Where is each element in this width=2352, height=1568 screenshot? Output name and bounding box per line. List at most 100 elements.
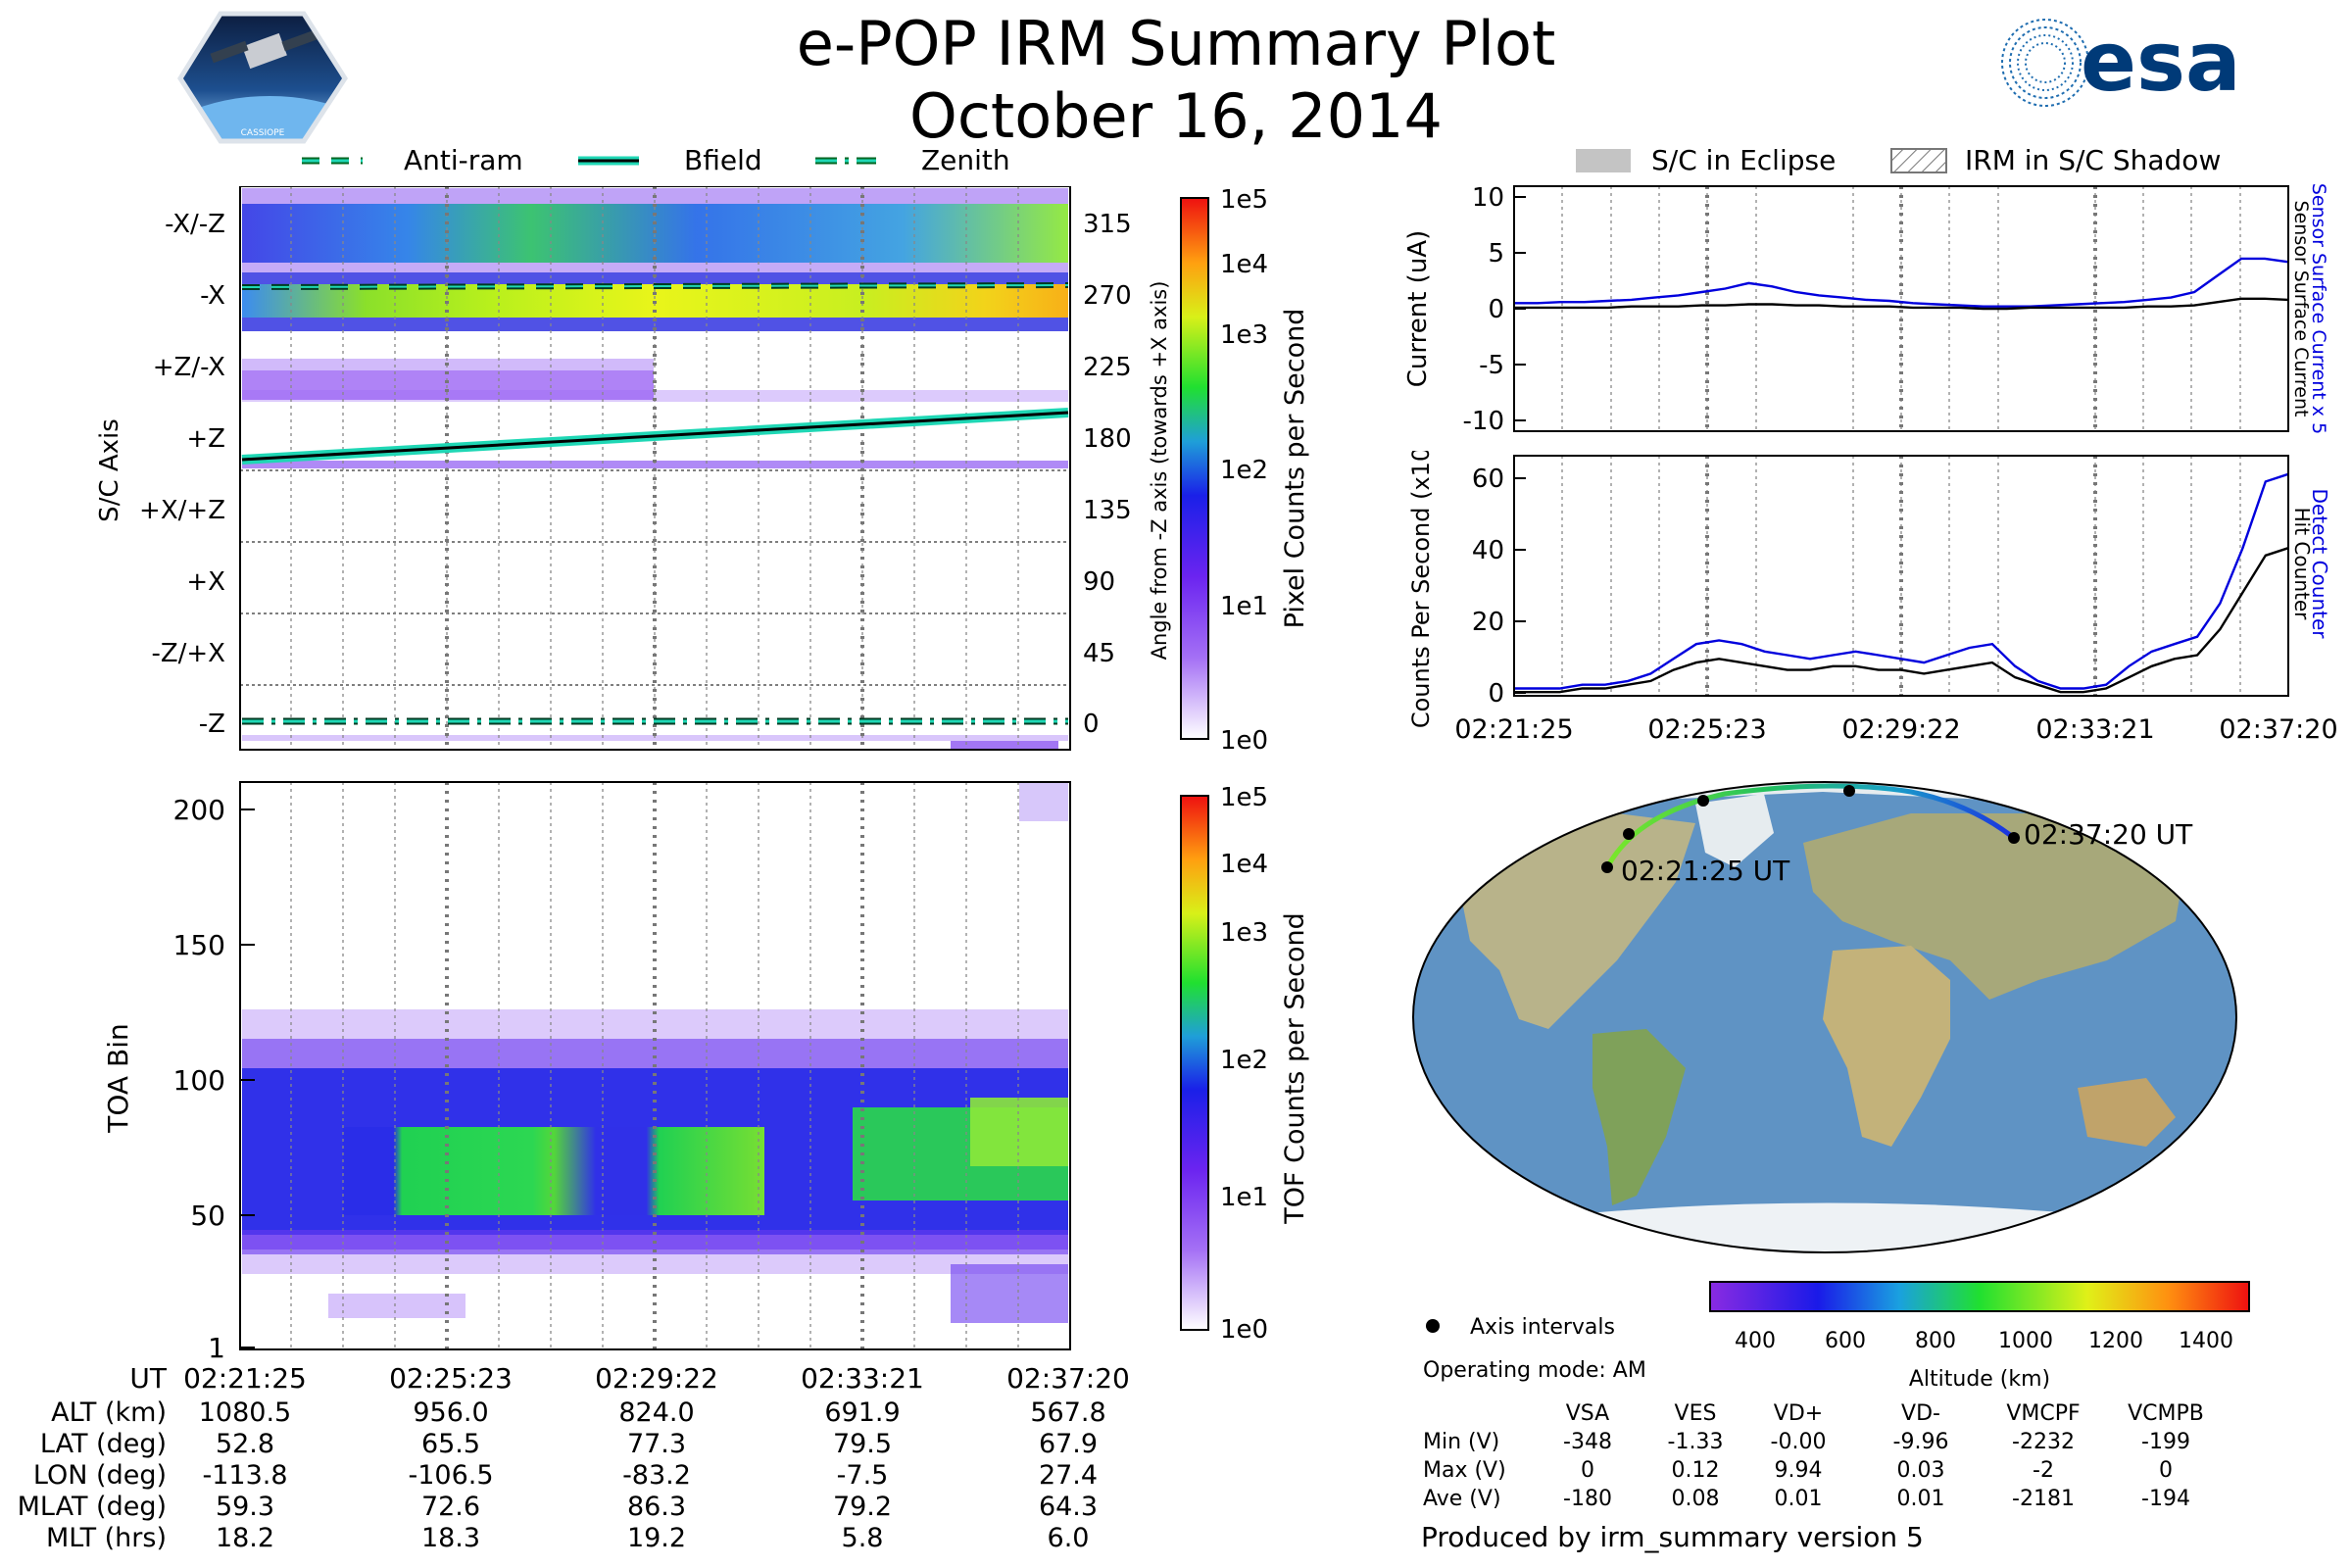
pixel-cbar-1e1: 1e1 (1220, 592, 1268, 621)
ut-label: UT (129, 1362, 167, 1395)
orbit-table: UT 02:21:25 02:25:23 02:29:22 02:33:21 0… (18, 1362, 1130, 1553)
orbit-cell: -7.5 (837, 1460, 889, 1491)
counts-xtick-4: 02:37:20 (2219, 714, 2337, 745)
volt-col-header: VMCPF (2006, 1401, 2080, 1426)
eclipse-legend: S/C in Eclipse IRM in S/C Shadow (1576, 144, 2221, 176)
row-label-3: +Z (186, 424, 225, 454)
axis-intervals-label: Axis intervals (1470, 1315, 1615, 1340)
esa-logo: esa (2001, 14, 2241, 110)
info-left: Axis intervals Operating mode: AM (1423, 1315, 1646, 1383)
esa-logo-text: esa (2081, 14, 2241, 110)
tof-cbar-1e0: 1e0 (1220, 1315, 1268, 1345)
row-label-2: +Z/-X (153, 353, 225, 382)
orbit-cell: 52.8 (216, 1429, 274, 1459)
angle-tick-7: 0 (1083, 710, 1100, 739)
orbit-cell: 691.9 (824, 1397, 900, 1428)
map-start-label: 02:21:25 UT (1621, 855, 1790, 887)
toa-panel: 200 150 100 50 1 TOA Bin (102, 781, 1071, 1362)
current-lines (1514, 257, 2289, 311)
orbit-cell: 956.0 (413, 1397, 488, 1428)
altitude-gradient (1709, 1281, 2250, 1312)
orbit-row-label: LAT (deg) (40, 1429, 167, 1459)
counts-xtick-2: 02:29:22 (1841, 714, 1960, 745)
counts-xtick-0: 02:21:25 (1454, 714, 1573, 745)
toa-green-band (343, 1127, 764, 1215)
orbit-cell: 19.2 (627, 1523, 686, 1553)
pixel-cbar-1e0: 1e0 (1220, 726, 1268, 756)
top-legend: Anti-ram Bfield Zenith (302, 144, 1010, 176)
orbit-track (1604, 783, 2016, 869)
tof-cbar-1e4: 1e4 (1220, 850, 1268, 879)
legend-shadow-swatch (1890, 148, 1947, 173)
orbit-cell: 86.3 (627, 1492, 686, 1522)
volt-cell: 9.94 (1775, 1458, 1823, 1483)
orbit-cell: -83.2 (622, 1460, 691, 1491)
series-hit-counter (1514, 547, 2289, 694)
orbit-row-label: MLT (hrs) (46, 1523, 167, 1553)
title-block: e-POP IRM Summary Plot October 16, 2014 (588, 8, 1764, 153)
pixel-cbar-1e3: 1e3 (1220, 320, 1268, 350)
angle-ylabel: Angle from -Z axis (towards +X axis) (1148, 281, 1171, 661)
volt-cell: 0.03 (1897, 1458, 1945, 1483)
eurasia (1803, 813, 2185, 1000)
current-ytick-10: 10 (1472, 183, 1504, 213)
orbit-cell: 27.4 (1039, 1460, 1098, 1491)
orbit-cell: 1080.5 (199, 1397, 291, 1428)
map-frame (1412, 781, 2237, 1253)
tof-colorbar-gradient (1180, 795, 1209, 1331)
toa-ytick-50: 50 (190, 1200, 225, 1232)
volt-cell: -2232 (2012, 1430, 2075, 1454)
legend-anti-ram: Anti-ram (404, 144, 523, 176)
orbit-cell: -106.5 (408, 1460, 493, 1491)
counts-xtick-3: 02:33:21 (2035, 714, 2154, 745)
volt-cell: -9.96 (1893, 1430, 1949, 1454)
counts-ytick-40: 40 (1472, 536, 1504, 565)
ut-tick-3: 02:33:21 (801, 1362, 924, 1395)
current-ytick-m5: -5 (1479, 351, 1504, 380)
counts-ytick-0: 0 (1488, 679, 1504, 709)
current-ytick-5: 5 (1488, 239, 1504, 269)
pixel-cbar-1e4: 1e4 (1220, 250, 1268, 279)
pixel-colorbar-gradient (1180, 197, 1209, 740)
africa (1823, 946, 1950, 1147)
toa-frame (239, 781, 1071, 1350)
pixel-cbar-label: Pixel Counts per Second (1280, 309, 1310, 629)
volt-col-header: VSA (1566, 1401, 1609, 1426)
sc-axis-panel: -X/-Z -X +Z/-X +Z +X/+Z +X -Z/+X -Z 315 … (95, 186, 1171, 751)
volt-cell: -2 (2033, 1458, 2054, 1483)
legend-zenith: Zenith (921, 144, 1010, 176)
altitude-colorbar: 400 600 800 1000 1200 1400 Altitude (km) (1709, 1281, 2250, 1392)
row-label-5: +X (186, 567, 225, 597)
ut-tick-2: 02:29:22 (595, 1362, 718, 1395)
alt-tick-800: 800 (1915, 1329, 1956, 1353)
orbit-cell: 64.3 (1039, 1492, 1098, 1522)
angle-tick-0: 315 (1083, 210, 1132, 239)
tof-cbar-1e3: 1e3 (1220, 918, 1268, 948)
volt-cell: -0.00 (1771, 1430, 1827, 1454)
counts-right-label-blue: Detect Counter (2308, 489, 2331, 640)
footer: Produced by irm_summary version 5 (1421, 1521, 1924, 1553)
counts-ytick-60: 60 (1472, 465, 1504, 494)
current-panel: 10 5 0 -5 -10 Current (uA) Sensor Surfac… (1403, 183, 2329, 436)
row-label-4: +X/+Z (139, 496, 225, 525)
volt-cell: -2181 (2012, 1487, 2075, 1511)
current-ytick-m10: -10 (1463, 407, 1504, 436)
orbit-row-label: ALT (km) (51, 1397, 167, 1428)
orbit-cell: 567.8 (1030, 1397, 1105, 1428)
volt-row-label: Ave (V) (1423, 1487, 1501, 1511)
tof-cbar-1e1: 1e1 (1220, 1183, 1268, 1212)
pixel-cbar-1e2: 1e2 (1220, 456, 1268, 485)
toa-ytick-150: 150 (173, 929, 225, 961)
north-america (1460, 813, 1695, 1029)
page-title: e-POP IRM Summary Plot (796, 8, 1556, 79)
counts-ytick-20: 20 (1472, 608, 1504, 637)
tof-cbar-1e5: 1e5 (1220, 783, 1268, 812)
series-detect-counter (1514, 472, 2289, 690)
world-map: 02:21:25 UT 02:37:20 UT (1412, 781, 2237, 1253)
ut-tick-1: 02:25:23 (389, 1362, 513, 1395)
toa-ylabel: TOA Bin (102, 1023, 134, 1133)
row-label-6: -Z/+X (151, 639, 225, 668)
volt-col-header: VES (1675, 1401, 1717, 1426)
map-end-label: 02:37:20 UT (2024, 818, 2193, 851)
australia (2078, 1078, 2176, 1147)
